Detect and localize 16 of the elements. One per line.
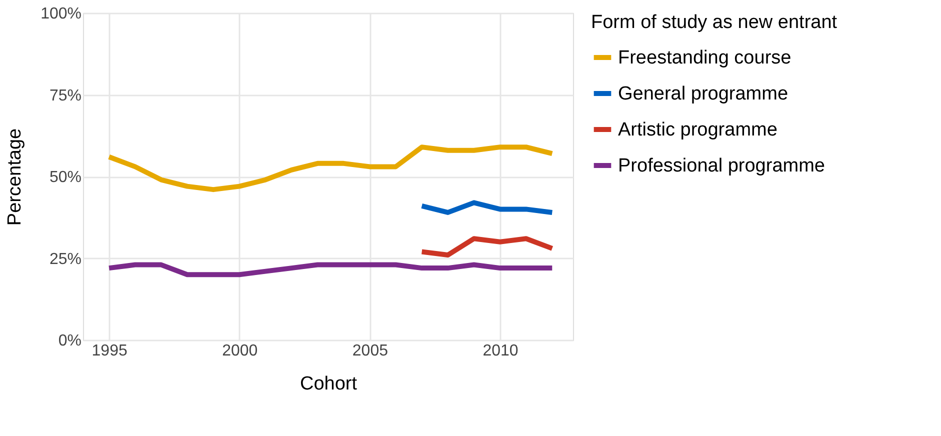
x-tick-label: 1995 [92,342,128,360]
y-tick-label: 100% [40,6,82,22]
legend-label: Professional programme [618,156,825,176]
y-tick-label: 50% [49,169,82,186]
x-tick-label: 2000 [222,342,258,360]
y-tick-label: 25% [49,250,82,268]
y-tick-label: 0% [58,332,82,350]
legend-label: General programme [618,84,788,104]
x-axis-title: Cohort [300,374,358,394]
legend-title: Form of study as new entrant [591,12,838,33]
legend-label: Freestanding course [618,48,792,68]
x-tick-label: 2010 [482,342,518,360]
legend-label: Artistic programme [618,120,778,140]
y-tick-label: 75% [49,87,82,104]
x-tick-label: 2005 [352,342,388,360]
y-axis-title: Percentage [4,128,26,226]
